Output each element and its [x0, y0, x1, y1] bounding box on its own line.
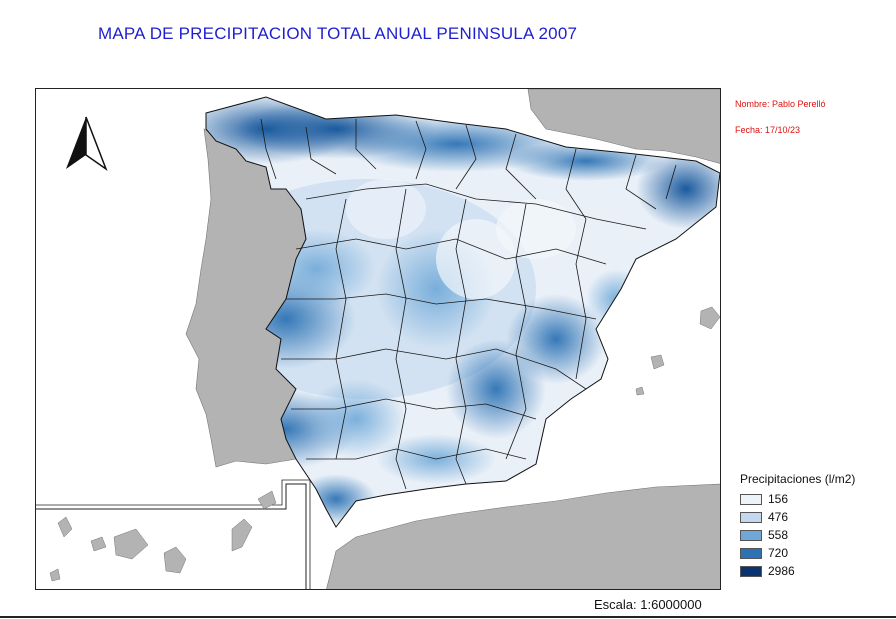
north-arrow-icon	[66, 116, 108, 172]
legend-item: 558	[740, 526, 855, 544]
legend-swatch	[740, 529, 762, 541]
legend-item: 2986	[740, 562, 855, 580]
legend-swatch	[740, 547, 762, 559]
scale-label: Escala: 1:6000000	[594, 597, 702, 612]
bottom-rule	[0, 616, 896, 618]
map-canvas	[36, 89, 720, 589]
province-boundaries	[260, 118, 677, 490]
legend-swatch	[740, 511, 762, 523]
legend-swatch	[740, 565, 762, 577]
legend-label: 720	[768, 546, 789, 560]
date-label: Fecha: 17/10/23	[735, 125, 801, 135]
map-title: MAPA DE PRECIPITACION TOTAL ANUAL PENINS…	[98, 24, 578, 43]
canary-inset	[36, 479, 311, 589]
legend-label: 476	[768, 510, 789, 524]
legend-swatch	[740, 493, 762, 505]
legend-item: 476	[740, 508, 855, 526]
legend-label: 2986	[768, 564, 795, 578]
legend-item: 720	[740, 544, 855, 562]
legend-title: Precipitaciones (l/m2)	[740, 472, 856, 486]
legend-item: 156	[740, 490, 855, 508]
author-label: Nombre: Pablo Perelló	[735, 99, 826, 109]
legend: Precipitaciones (l/m2) 156 476 558 720 2…	[740, 472, 855, 580]
neighbor-land	[185, 89, 720, 589]
spain-outline	[205, 96, 720, 528]
map-frame	[35, 88, 721, 590]
legend-label: 558	[768, 528, 789, 542]
legend-label: 156	[768, 492, 789, 506]
